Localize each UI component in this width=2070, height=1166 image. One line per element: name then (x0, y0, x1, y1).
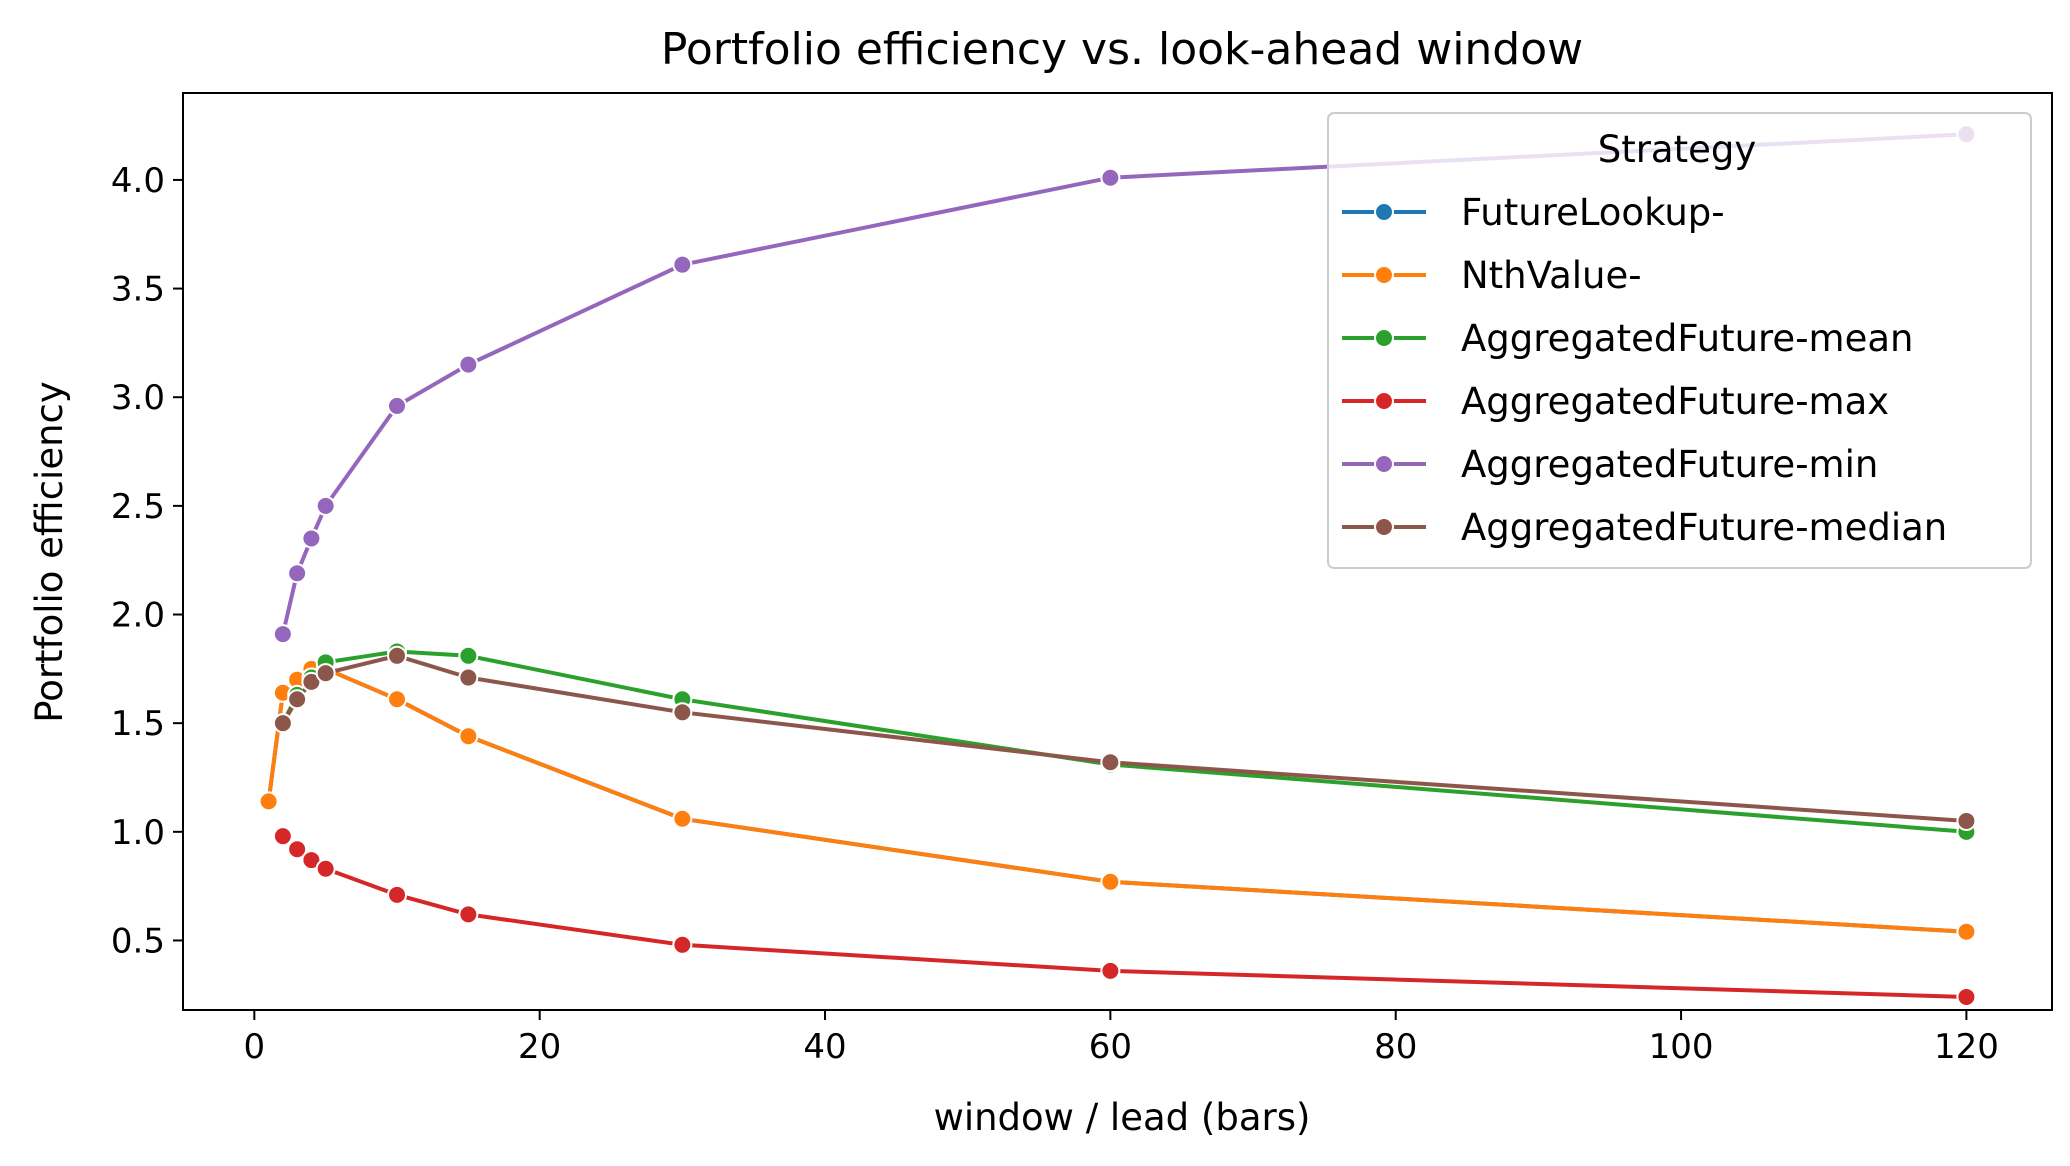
data-point (458, 904, 479, 925)
data-point (258, 791, 279, 812)
x-tick-label: 40 (803, 1027, 846, 1067)
legend-label: NthValue- (1461, 254, 1642, 297)
data-point (1100, 752, 1121, 773)
data-point (1100, 871, 1121, 892)
data-point (301, 850, 322, 871)
legend-item: AggregatedFuture-mean (1342, 317, 1913, 360)
legend-item: AggregatedFuture-max (1342, 380, 1889, 423)
data-point (1956, 986, 1977, 1007)
legend-label: AggregatedFuture-median (1461, 506, 1947, 549)
legend-label: AggregatedFuture-max (1461, 380, 1889, 423)
chart-title: Portfolio efficiency vs. look-ahead wind… (661, 24, 1583, 75)
legend-item: AggregatedFuture-median (1342, 506, 1947, 549)
data-point (672, 702, 693, 723)
legend-items: FutureLookup- NthValue- AggregatedFuture-m… (1342, 191, 1947, 549)
x-axis-label: window / lead (bars) (934, 1096, 1311, 1139)
legend-box (1327, 112, 2032, 569)
x-tick-label: 120 (1934, 1027, 1999, 1067)
legend-item: FutureLookup- (1342, 191, 1725, 234)
legend-item: NthValue- (1342, 254, 1642, 297)
data-point (1956, 921, 1977, 942)
data-point (1100, 960, 1121, 981)
data-point (458, 726, 479, 747)
y-tick-label: 3.5 (111, 270, 165, 310)
data-point (287, 563, 308, 584)
y-tick-label: 2.0 (111, 596, 165, 636)
data-point (387, 884, 408, 905)
legend-marker (1374, 391, 1394, 411)
series-aggregatedfuture-median (272, 645, 1977, 831)
series-layer (258, 124, 1977, 1007)
data-point (672, 254, 693, 275)
legend-item: AggregatedFuture-min (1342, 443, 1878, 486)
data-point (272, 624, 293, 645)
legend-marker (1374, 517, 1394, 537)
legend-marker (1374, 454, 1394, 474)
data-point (301, 671, 322, 692)
series-aggregatedfuture-max (272, 826, 1977, 1007)
data-point (672, 934, 693, 955)
data-point (315, 663, 336, 684)
data-point (287, 689, 308, 710)
data-point (458, 645, 479, 666)
x-tick-label: 80 (1374, 1027, 1417, 1067)
x-tick-label: 60 (1089, 1027, 1132, 1067)
data-point (301, 528, 322, 549)
y-tick-label: 0.5 (111, 921, 165, 961)
y-tick-label: 3.0 (111, 378, 165, 418)
data-point (458, 667, 479, 688)
plot-frame (182, 92, 2053, 1011)
legend-marker (1374, 328, 1394, 348)
data-point (272, 826, 293, 847)
data-point (387, 395, 408, 416)
data-point (1100, 167, 1121, 188)
y-tick-label: 2.5 (111, 487, 165, 527)
x-tick-label: 100 (1649, 1027, 1714, 1067)
x-axis: 0 20 40 60 80 100 120 (244, 1010, 1999, 1067)
legend-title: Strategy (1598, 128, 1757, 171)
y-axis: 0.5 1.0 1.5 2.0 2.5 3.0 3.5 4.0 (111, 161, 183, 961)
legend-marker (1374, 202, 1394, 222)
y-axis-label: Portfolio efficiency (28, 381, 71, 723)
data-point (315, 495, 336, 516)
legend-marker (1374, 265, 1394, 285)
data-point (272, 713, 293, 734)
data-point (458, 354, 479, 375)
y-tick-label: 1.0 (111, 813, 165, 853)
x-tick-label: 20 (518, 1027, 561, 1067)
y-tick-label: 4.0 (111, 161, 165, 201)
y-tick-label: 1.5 (111, 704, 165, 744)
legend-label: FutureLookup- (1461, 191, 1725, 234)
data-point (315, 858, 336, 879)
legend: Strategy FutureLookup- NthValue- Aggregate… (1327, 112, 2032, 569)
legend-label: AggregatedFuture-min (1461, 443, 1878, 486)
data-point (1956, 810, 1977, 831)
plot-area (182, 92, 2053, 1011)
data-point (287, 839, 308, 860)
data-point (387, 689, 408, 710)
legend-label: AggregatedFuture-mean (1461, 317, 1913, 360)
data-point (672, 808, 693, 829)
data-point (387, 645, 408, 666)
x-tick-label: 0 (244, 1027, 266, 1067)
